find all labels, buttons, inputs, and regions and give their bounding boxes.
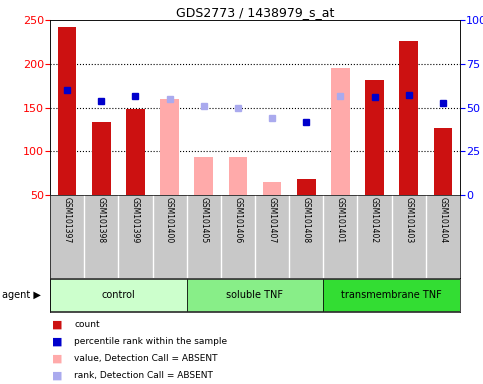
- Title: GDS2773 / 1438979_s_at: GDS2773 / 1438979_s_at: [176, 6, 334, 19]
- Text: transmembrane TNF: transmembrane TNF: [341, 290, 442, 300]
- Bar: [263, 182, 282, 195]
- Bar: [297, 179, 316, 195]
- Bar: [92, 122, 111, 195]
- Text: GSM101404: GSM101404: [439, 197, 447, 244]
- Bar: [365, 80, 384, 195]
- Bar: [434, 127, 452, 195]
- Text: ■: ■: [53, 336, 63, 346]
- Text: GSM101397: GSM101397: [63, 197, 71, 244]
- Text: GSM101402: GSM101402: [370, 197, 379, 243]
- Bar: [126, 109, 145, 195]
- Text: soluble TNF: soluble TNF: [227, 290, 284, 300]
- Text: GSM101401: GSM101401: [336, 197, 345, 243]
- Text: GSM101407: GSM101407: [268, 197, 277, 244]
- Bar: [50, 279, 186, 311]
- Text: control: control: [101, 290, 135, 300]
- Text: ■: ■: [53, 371, 63, 381]
- Text: GSM101403: GSM101403: [404, 197, 413, 244]
- Bar: [228, 157, 247, 195]
- Text: agent ▶: agent ▶: [2, 290, 41, 300]
- Bar: [399, 41, 418, 195]
- Text: value, Detection Call = ABSENT: value, Detection Call = ABSENT: [74, 354, 218, 363]
- Bar: [323, 279, 460, 311]
- Text: percentile rank within the sample: percentile rank within the sample: [74, 337, 227, 346]
- Text: GSM101408: GSM101408: [302, 197, 311, 243]
- Text: ■: ■: [53, 319, 63, 329]
- Text: GSM101399: GSM101399: [131, 197, 140, 244]
- Text: count: count: [74, 320, 100, 329]
- Text: GSM101406: GSM101406: [233, 197, 242, 244]
- Text: rank, Detection Call = ABSENT: rank, Detection Call = ABSENT: [74, 371, 213, 380]
- Bar: [160, 99, 179, 195]
- Bar: [194, 157, 213, 195]
- Text: GSM101405: GSM101405: [199, 197, 208, 244]
- Text: GSM101398: GSM101398: [97, 197, 106, 243]
- Bar: [186, 279, 323, 311]
- Text: ■: ■: [53, 354, 63, 364]
- Bar: [57, 27, 76, 195]
- Bar: [331, 68, 350, 195]
- Text: GSM101400: GSM101400: [165, 197, 174, 244]
